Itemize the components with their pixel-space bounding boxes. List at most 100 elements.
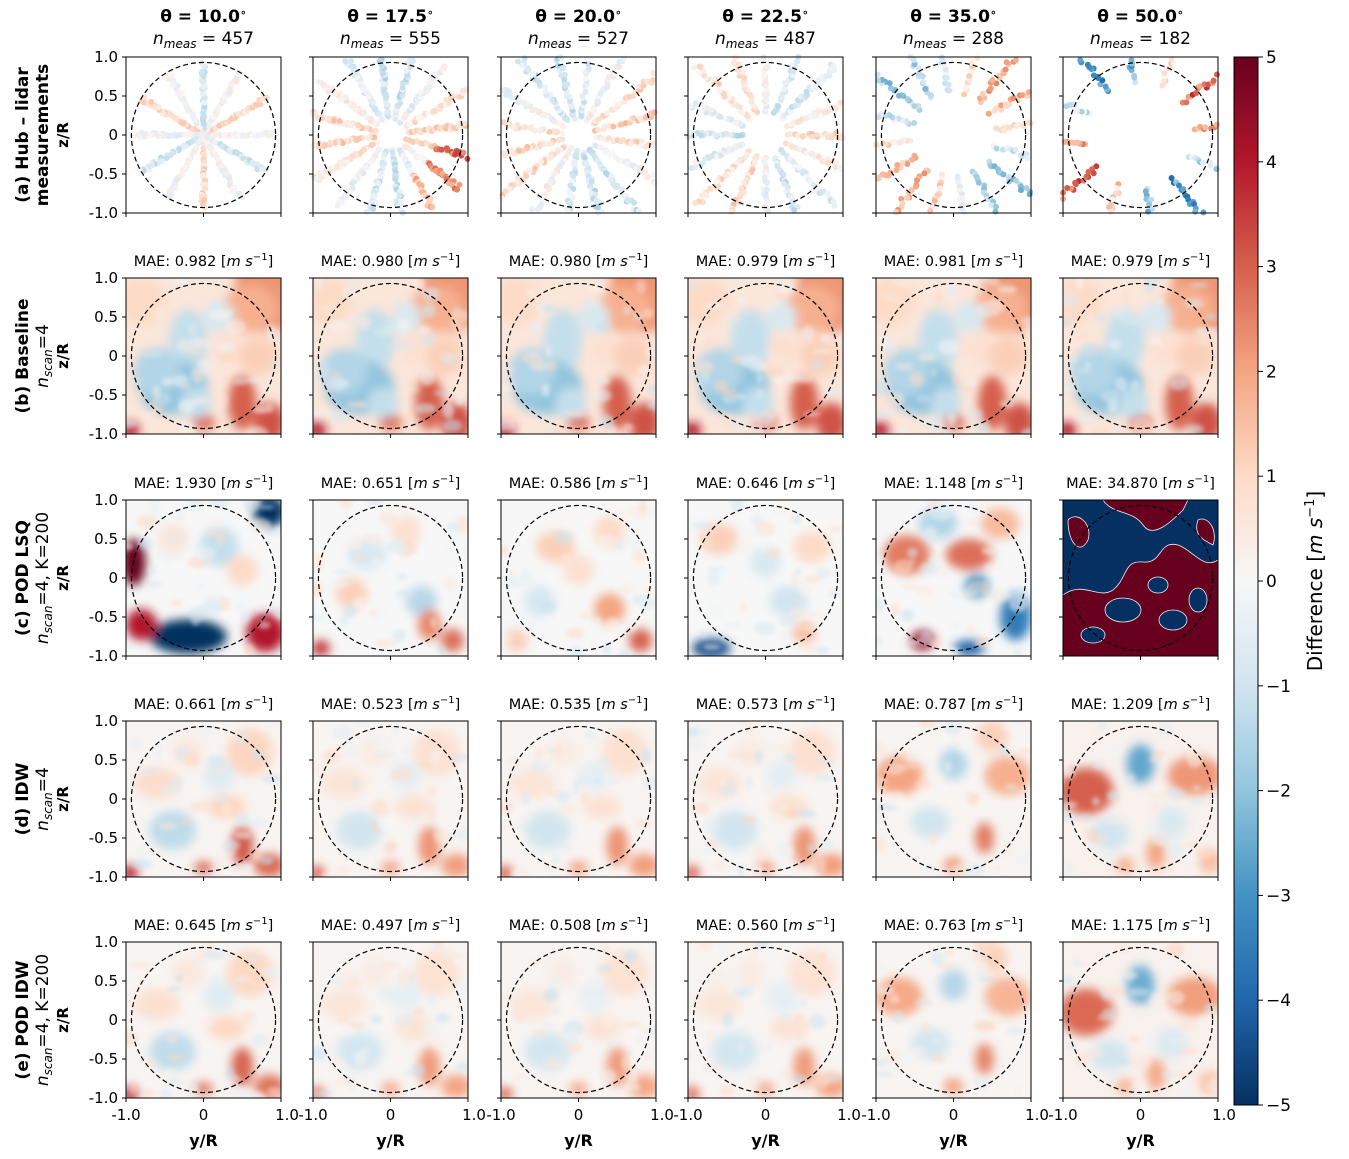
heatmap-texture bbox=[259, 966, 281, 978]
measurement-point bbox=[887, 85, 894, 92]
measurement-point bbox=[541, 84, 548, 91]
heatmap-texture bbox=[646, 401, 656, 410]
heatmap-texture bbox=[967, 624, 976, 636]
measurement-point bbox=[1132, 79, 1139, 86]
heatmap-texture bbox=[435, 1012, 450, 1024]
measurement-point bbox=[438, 102, 445, 109]
heatmap-texture bbox=[737, 721, 747, 724]
measurement-point bbox=[595, 98, 602, 105]
heatmap-texture bbox=[690, 522, 711, 529]
row-label-subtitle: nscan=4, K=200 bbox=[33, 512, 55, 644]
heatmap-texture bbox=[638, 365, 650, 375]
measurement-point bbox=[937, 185, 944, 192]
heatmap-texture bbox=[877, 778, 888, 783]
measurement-point bbox=[368, 142, 375, 149]
measurement-point bbox=[316, 169, 323, 176]
measurement-point bbox=[313, 175, 320, 182]
colorbar-tick-label: 3 bbox=[1266, 258, 1277, 278]
measurement-point bbox=[993, 145, 1000, 152]
measurement-point bbox=[616, 63, 623, 70]
heatmap-texture bbox=[1100, 743, 1122, 756]
measurement-point bbox=[922, 86, 929, 93]
heatmap-texture bbox=[357, 315, 371, 330]
heatmap-texture bbox=[192, 1065, 209, 1072]
measurement-scatter bbox=[685, 54, 846, 215]
heatmap-texture bbox=[951, 621, 961, 631]
measurement-point bbox=[638, 142, 645, 149]
heatmap-texture bbox=[812, 348, 834, 354]
heatmap-texture bbox=[421, 1020, 444, 1035]
measurement-point bbox=[349, 180, 356, 187]
heatmap-texture bbox=[378, 816, 396, 832]
heatmap-texture bbox=[240, 608, 250, 623]
heatmap-region bbox=[601, 728, 649, 776]
heatmap-texture bbox=[507, 757, 523, 767]
heatmap-texture bbox=[584, 339, 592, 355]
heatmap-region bbox=[1175, 336, 1215, 376]
measurement-point bbox=[966, 72, 973, 79]
heatmap-texture bbox=[421, 302, 437, 318]
measurement-point bbox=[941, 80, 948, 87]
measurement-point bbox=[554, 62, 561, 69]
heatmap-region bbox=[336, 810, 383, 850]
y-tick-label: 0 bbox=[108, 569, 118, 587]
heatmap-texture bbox=[876, 598, 884, 614]
heatmap-texture bbox=[1180, 850, 1200, 864]
heatmap-texture bbox=[207, 519, 225, 526]
column-nmeas-label: nmeas = 457 bbox=[153, 29, 254, 51]
heatmap-texture bbox=[930, 369, 937, 376]
measurement-point bbox=[582, 88, 589, 95]
heatmap-region bbox=[594, 593, 625, 625]
heatmap-texture bbox=[329, 319, 347, 333]
measurement-point bbox=[426, 83, 433, 90]
measurement-point bbox=[567, 97, 574, 104]
heatmap-texture bbox=[583, 731, 596, 738]
heatmap-region bbox=[238, 336, 278, 376]
heatmap-region bbox=[226, 554, 258, 586]
measurement-point bbox=[1207, 162, 1214, 169]
panel: 1.0 0.5 0 -0.5 -1.0-1.0 0 1.0 y/R MAE: 0.645 [m … bbox=[89, 916, 299, 1150]
heatmap-texture bbox=[960, 793, 969, 801]
heatmap-texture bbox=[787, 526, 794, 531]
measurement-point bbox=[761, 203, 768, 210]
heatmap-texture bbox=[741, 733, 755, 746]
heatmap-region bbox=[1115, 1078, 1135, 1095]
heatmap-texture bbox=[336, 1014, 351, 1025]
heatmap-texture bbox=[876, 809, 883, 824]
heatmap-texture bbox=[329, 553, 346, 560]
measurement-point bbox=[688, 165, 695, 172]
heatmap-texture bbox=[1122, 287, 1129, 304]
measurement-point bbox=[875, 114, 882, 121]
heatmap-texture bbox=[828, 526, 843, 532]
heatmap-texture bbox=[597, 375, 610, 385]
measurement-point bbox=[730, 59, 737, 66]
heatmap-region bbox=[788, 949, 836, 997]
heatmap-texture bbox=[629, 1052, 639, 1068]
heatmap-region bbox=[547, 736, 579, 768]
heatmap-texture bbox=[449, 952, 468, 959]
measurement-point bbox=[1144, 208, 1151, 215]
panel: MAE: 0.535 [m s−1] bbox=[497, 695, 657, 881]
heatmap-region bbox=[313, 865, 325, 877]
heatmap-texture bbox=[373, 742, 395, 754]
measurement-point bbox=[1202, 124, 1209, 131]
measurement-point bbox=[1210, 77, 1217, 84]
heatmap-texture bbox=[365, 736, 388, 743]
measurement-point bbox=[535, 206, 542, 213]
rotor-circle bbox=[880, 504, 1027, 652]
heatmap-texture bbox=[593, 971, 607, 978]
measurement-point bbox=[715, 81, 722, 88]
heatmap-texture bbox=[450, 318, 463, 331]
heatmap-texture bbox=[1134, 1007, 1150, 1019]
measurement-point bbox=[523, 172, 530, 179]
heatmap-texture bbox=[392, 721, 399, 735]
heatmap-texture bbox=[922, 1021, 930, 1036]
measurement-point bbox=[342, 58, 349, 65]
heatmap-texture bbox=[1129, 1055, 1151, 1070]
heatmap-texture bbox=[418, 325, 432, 334]
panel-background bbox=[1063, 57, 1218, 213]
column-theta-label: θ = 10.0∘ bbox=[160, 6, 247, 27]
heatmap-region bbox=[390, 515, 422, 547]
heatmap-texture bbox=[235, 831, 251, 840]
